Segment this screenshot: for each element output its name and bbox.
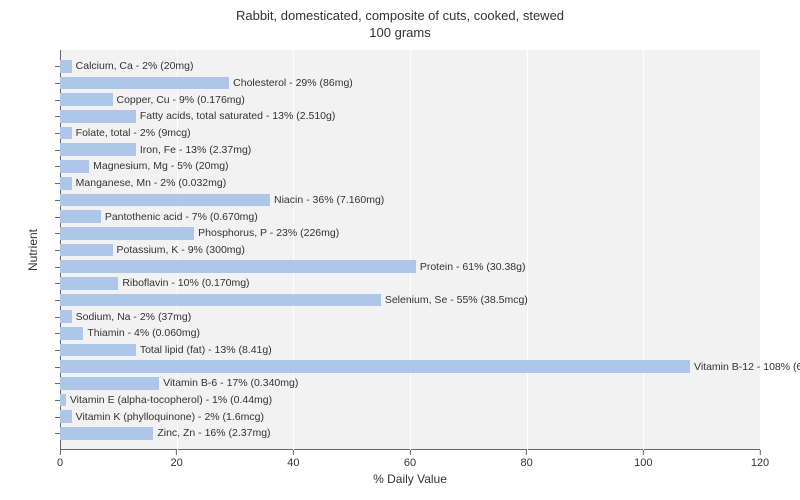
bar-label: Calcium, Ca - 2% (20mg) <box>72 60 194 72</box>
bar-row: Vitamin E (alpha-tocopherol) - 1% (0.44m… <box>60 392 760 409</box>
bar-row: Zinc, Zn - 16% (2.37mg) <box>60 425 760 442</box>
x-tick: 60 <box>404 450 416 469</box>
bar-label: Iron, Fe - 13% (2.37mg) <box>136 144 251 156</box>
x-tick: 20 <box>171 450 183 469</box>
bar-row: Vitamin B-12 - 108% (6.51mcg) <box>60 358 760 375</box>
nutrient-bar <box>60 377 159 390</box>
nutrient-bar <box>60 93 113 106</box>
bar-label: Pantothenic acid - 7% (0.670mg) <box>101 211 258 223</box>
plot-area: Calcium, Ca - 2% (20mg) Cholesterol - 29%… <box>60 50 760 450</box>
bar-row: Protein - 61% (30.38g) <box>60 258 760 275</box>
x-tick-mark <box>643 450 644 455</box>
bar-label: Total lipid (fat) - 13% (8.41g) <box>136 344 272 356</box>
bar-label: Vitamin K (phylloquinone) - 2% (1.6mcg) <box>72 411 264 423</box>
bar-label: Potassium, K - 9% (300mg) <box>113 244 245 256</box>
bar-row: Selenium, Se - 55% (38.5mcg) <box>60 292 760 309</box>
x-tick: 80 <box>521 450 533 469</box>
bar-row: Thiamin - 4% (0.060mg) <box>60 325 760 342</box>
bar-label: Sodium, Na - 2% (37mg) <box>72 311 192 323</box>
bar-label: Riboflavin - 10% (0.170mg) <box>118 277 249 289</box>
bar-row: Pantothenic acid - 7% (0.670mg) <box>60 208 760 225</box>
bar-row: Folate, total - 2% (9mcg) <box>60 125 760 142</box>
bar-row: Manganese, Mn - 2% (0.032mg) <box>60 175 760 192</box>
bar-row: Riboflavin - 10% (0.170mg) <box>60 275 760 292</box>
nutrient-bar <box>60 294 381 307</box>
bar-row: Calcium, Ca - 2% (20mg) <box>60 58 760 75</box>
nutrient-chart: Rabbit, domesticated, composite of cuts,… <box>0 0 800 500</box>
bar-label: Vitamin B-12 - 108% (6.51mcg) <box>690 361 800 373</box>
x-tick-mark <box>759 450 760 455</box>
bar-label: Folate, total - 2% (9mcg) <box>72 127 191 139</box>
nutrient-bar <box>60 310 72 323</box>
x-tick-label: 100 <box>634 457 652 469</box>
bars-group: Calcium, Ca - 2% (20mg) Cholesterol - 29%… <box>60 58 760 442</box>
bar-label: Cholesterol - 29% (86mg) <box>229 77 353 89</box>
x-tick-mark <box>526 450 527 455</box>
bar-row: Phosphorus, P - 23% (226mg) <box>60 225 760 242</box>
title-line-1: Rabbit, domesticated, composite of cuts,… <box>0 8 800 25</box>
bar-label: Niacin - 36% (7.160mg) <box>270 194 384 206</box>
x-tick: 40 <box>287 450 299 469</box>
x-tick: 100 <box>634 450 652 469</box>
y-axis-label: Nutrient <box>26 229 40 271</box>
x-tick-label: 60 <box>404 457 416 469</box>
nutrient-bar <box>60 427 153 440</box>
bar-row: Magnesium, Mg - 5% (20mg) <box>60 158 760 175</box>
bar-row: Cholesterol - 29% (86mg) <box>60 75 760 92</box>
x-tick-label: 120 <box>751 457 769 469</box>
nutrient-bar <box>60 260 416 273</box>
nutrient-bar <box>60 227 194 240</box>
nutrient-bar <box>60 127 72 140</box>
bar-row: Fatty acids, total saturated - 13% (2.51… <box>60 108 760 125</box>
nutrient-bar <box>60 410 72 423</box>
nutrient-bar <box>60 360 690 373</box>
bar-label: Zinc, Zn - 16% (2.37mg) <box>153 427 270 439</box>
nutrient-bar <box>60 160 89 173</box>
bar-row: Vitamin K (phylloquinone) - 2% (1.6mcg) <box>60 408 760 425</box>
nutrient-bar <box>60 327 83 340</box>
bar-label: Vitamin E (alpha-tocopherol) - 1% (0.44m… <box>66 394 272 406</box>
x-tick-mark <box>176 450 177 455</box>
bar-label: Manganese, Mn - 2% (0.032mg) <box>72 177 227 189</box>
grid-line <box>760 50 761 450</box>
x-tick: 120 <box>751 450 769 469</box>
bar-label: Magnesium, Mg - 5% (20mg) <box>89 160 228 172</box>
x-tick: 0 <box>57 450 63 469</box>
nutrient-bar <box>60 277 118 290</box>
nutrient-bar <box>60 210 101 223</box>
bar-row: Vitamin B-6 - 17% (0.340mg) <box>60 375 760 392</box>
bar-label: Thiamin - 4% (0.060mg) <box>83 327 200 339</box>
nutrient-bar <box>60 194 270 207</box>
x-tick-mark <box>60 450 61 455</box>
bar-row: Potassium, K - 9% (300mg) <box>60 242 760 259</box>
bar-label: Vitamin B-6 - 17% (0.340mg) <box>159 377 298 389</box>
bar-row: Niacin - 36% (7.160mg) <box>60 192 760 209</box>
nutrient-bar <box>60 177 72 190</box>
bar-row: Iron, Fe - 13% (2.37mg) <box>60 141 760 158</box>
nutrient-bar <box>60 110 136 123</box>
bar-label: Copper, Cu - 9% (0.176mg) <box>113 94 245 106</box>
nutrient-bar <box>60 244 113 257</box>
x-tick-mark <box>293 450 294 455</box>
x-tick-label: 40 <box>287 457 299 469</box>
bar-label: Fatty acids, total saturated - 13% (2.51… <box>136 110 336 122</box>
bar-label: Phosphorus, P - 23% (226mg) <box>194 227 339 239</box>
bar-row: Total lipid (fat) - 13% (8.41g) <box>60 342 760 359</box>
nutrient-bar <box>60 77 229 90</box>
nutrient-bar <box>60 60 72 73</box>
x-axis-label: % Daily Value <box>60 472 760 486</box>
x-tick-label: 80 <box>521 457 533 469</box>
x-tick-mark <box>410 450 411 455</box>
bar-label: Protein - 61% (30.38g) <box>416 261 526 273</box>
x-tick-label: 20 <box>171 457 183 469</box>
bar-row: Copper, Cu - 9% (0.176mg) <box>60 91 760 108</box>
title-line-2: 100 grams <box>0 25 800 42</box>
bar-row: Sodium, Na - 2% (37mg) <box>60 308 760 325</box>
x-tick-label: 0 <box>57 457 63 469</box>
chart-title: Rabbit, domesticated, composite of cuts,… <box>0 0 800 42</box>
nutrient-bar <box>60 143 136 156</box>
bar-label: Selenium, Se - 55% (38.5mcg) <box>381 294 528 306</box>
nutrient-bar <box>60 344 136 357</box>
